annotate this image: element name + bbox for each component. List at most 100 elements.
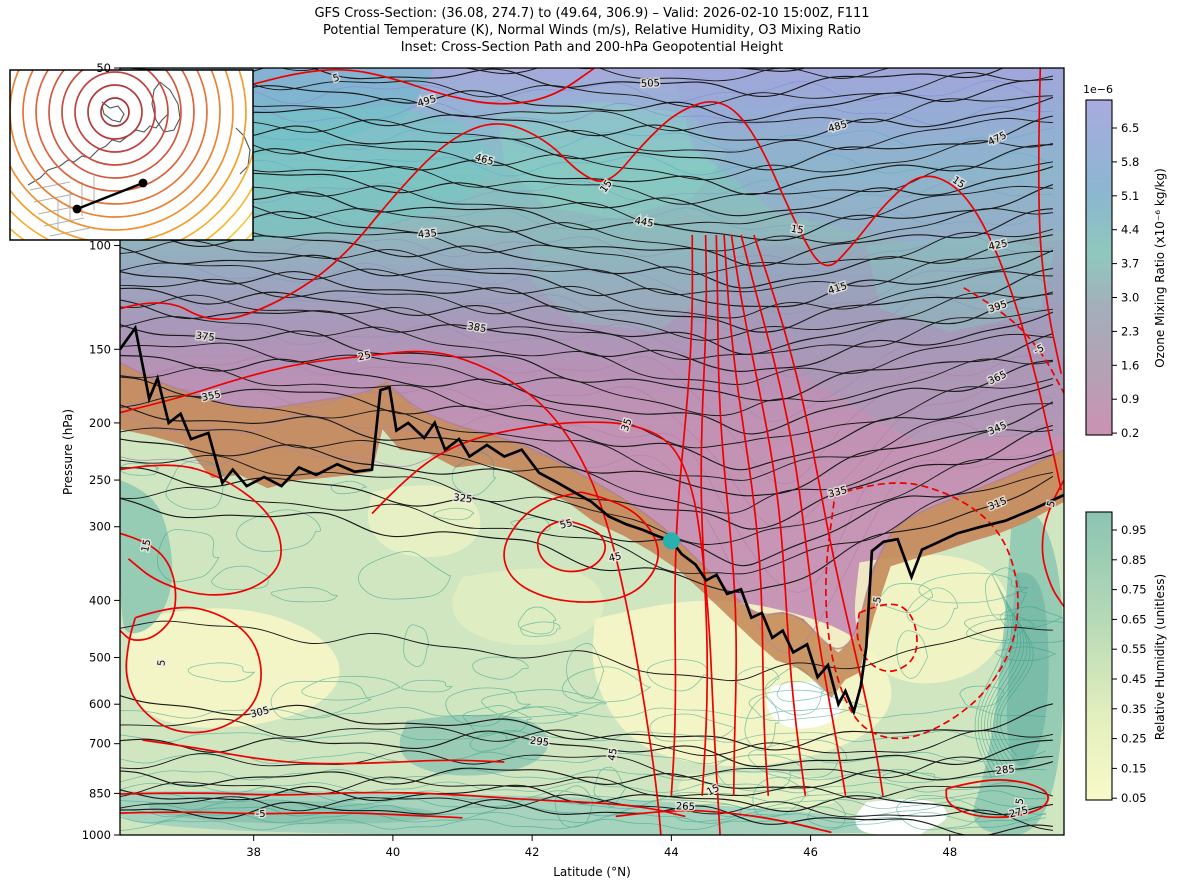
svg-text:385: 385 bbox=[466, 321, 487, 335]
svg-text:0.55: 0.55 bbox=[1121, 642, 1147, 656]
svg-text:5.8: 5.8 bbox=[1121, 155, 1139, 169]
svg-text:-5: -5 bbox=[871, 596, 884, 608]
inset-border bbox=[9, 69, 254, 241]
inset-height-contour bbox=[74, 71, 156, 153]
y-axis-label: Pressure (hPa) bbox=[61, 409, 75, 495]
inset-state-borders bbox=[43, 217, 85, 227]
title-line-2: Potential Temperature (K), Normal Winds … bbox=[323, 23, 861, 38]
inset-path-endpoint bbox=[138, 178, 148, 188]
inset-coastlines bbox=[27, 113, 169, 186]
inset-height-contour bbox=[61, 70, 169, 166]
inset-coastlines bbox=[235, 127, 251, 175]
svg-text:3.7: 3.7 bbox=[1121, 257, 1139, 271]
inset-cross-section-path bbox=[76, 181, 144, 211]
svg-text:44: 44 bbox=[664, 845, 679, 859]
inset-height-contour bbox=[100, 97, 130, 127]
cross-section-plot: 5054954854754654454354254153953853753653… bbox=[120, 68, 1064, 835]
wind-contours bbox=[120, 68, 1064, 835]
inset-height-contour bbox=[35, 70, 195, 192]
svg-text:700: 700 bbox=[89, 737, 111, 751]
svg-text:0.95: 0.95 bbox=[1121, 523, 1147, 537]
path-waypoint-marker bbox=[662, 532, 680, 550]
rh-colorbar bbox=[1085, 511, 1113, 801]
svg-text:300: 300 bbox=[89, 520, 111, 534]
svg-text:2.3: 2.3 bbox=[1121, 324, 1139, 338]
svg-text:1000: 1000 bbox=[82, 828, 111, 842]
svg-text:295: 295 bbox=[529, 736, 549, 749]
svg-text:850: 850 bbox=[89, 786, 111, 800]
inset-height-contour bbox=[10, 70, 221, 218]
svg-text:5: 5 bbox=[1014, 797, 1026, 805]
svg-text:46: 46 bbox=[803, 845, 818, 859]
rh-shading-patch bbox=[452, 568, 604, 646]
contour-labels: 5054954854754654454354254153953853753653… bbox=[139, 71, 1060, 822]
svg-text:250: 250 bbox=[89, 473, 111, 487]
axis-ticks: 38 40 42 44 46 48 50 100 150 200 250 300 400 500 600 70… bbox=[82, 61, 957, 859]
svg-text:6.5: 6.5 bbox=[1121, 121, 1139, 135]
inset-coastlines bbox=[101, 101, 125, 123]
inset-path-endpoint bbox=[72, 204, 82, 214]
svg-text:0.75: 0.75 bbox=[1121, 583, 1147, 597]
svg-text:45: 45 bbox=[608, 551, 623, 564]
svg-text:150: 150 bbox=[89, 342, 111, 356]
svg-text:0.2: 0.2 bbox=[1121, 426, 1139, 440]
inset-height-contour bbox=[10, 70, 247, 240]
svg-text:0.85: 0.85 bbox=[1121, 553, 1147, 567]
svg-text:55: 55 bbox=[559, 518, 574, 532]
svg-text:400: 400 bbox=[89, 593, 111, 607]
svg-text:200: 200 bbox=[89, 416, 111, 430]
svg-text:0.9: 0.9 bbox=[1121, 392, 1139, 406]
svg-text:3.0: 3.0 bbox=[1121, 291, 1139, 305]
inset-state-borders bbox=[29, 181, 71, 191]
svg-text:0.35: 0.35 bbox=[1121, 702, 1147, 716]
svg-text:435: 435 bbox=[417, 228, 437, 241]
svg-text:25: 25 bbox=[357, 350, 372, 363]
plot-frame bbox=[119, 67, 1065, 836]
svg-text:15: 15 bbox=[140, 538, 153, 553]
svg-text:0.25: 0.25 bbox=[1121, 732, 1147, 746]
svg-text:375: 375 bbox=[195, 331, 215, 344]
svg-text:45: 45 bbox=[607, 747, 620, 761]
inset-state-borders bbox=[49, 227, 91, 237]
ozone-shading-patch bbox=[741, 240, 1064, 442]
inset-height-contour bbox=[48, 70, 182, 179]
svg-text:48: 48 bbox=[943, 845, 958, 859]
inset-height-contour bbox=[10, 70, 234, 231]
inset-coastlines bbox=[151, 81, 181, 133]
svg-text:42: 42 bbox=[525, 845, 540, 859]
colorbars: 6.5 5.8 5.1 4.4 3.7 3.0 2.3 1.6 0.9 0.2 0.95 0.85 0.… bbox=[1085, 99, 1147, 805]
x-axis-label: Latitude (°N) bbox=[553, 865, 631, 879]
svg-text:-5: -5 bbox=[256, 809, 266, 820]
title-line-3: Inset: Cross-Section Path and 200-hPa Ge… bbox=[401, 40, 784, 55]
svg-text:505: 505 bbox=[641, 78, 660, 90]
rh-colorbar-label: Relative Humidity (unitless) bbox=[1153, 574, 1167, 740]
inset-map bbox=[9, 69, 254, 241]
ozone-colorbar-offset: 1e−6 bbox=[1083, 83, 1113, 96]
ozone-colorbar bbox=[1085, 99, 1113, 436]
ozone-colorbar-label: Ozone Mixing Ratio (x10⁻⁶ kg/kg) bbox=[1153, 168, 1167, 368]
rh-shading-patch bbox=[120, 480, 173, 634]
ozone-shading-patch bbox=[671, 68, 1064, 246]
svg-text:5: 5 bbox=[156, 659, 168, 666]
title-line-1: GFS Cross-Section: (36.08, 274.7) to (49… bbox=[314, 6, 869, 21]
overlap-band bbox=[120, 362, 1064, 698]
inset-height-contour bbox=[87, 84, 143, 140]
theta-contours bbox=[120, 68, 1054, 835]
svg-text:0.65: 0.65 bbox=[1121, 612, 1147, 626]
svg-text:50: 50 bbox=[96, 61, 111, 75]
svg-text:445: 445 bbox=[634, 216, 655, 230]
svg-text:5.1: 5.1 bbox=[1121, 189, 1139, 203]
svg-text:100: 100 bbox=[89, 238, 111, 252]
svg-text:265: 265 bbox=[676, 801, 695, 813]
svg-text:0.45: 0.45 bbox=[1121, 672, 1147, 686]
inset-height-contour bbox=[22, 70, 208, 205]
rh-contour-lines bbox=[120, 451, 1064, 831]
tropopause-line bbox=[120, 324, 1064, 717]
svg-text:38: 38 bbox=[246, 845, 261, 859]
svg-text:40: 40 bbox=[386, 845, 401, 859]
svg-text:325: 325 bbox=[453, 493, 473, 506]
svg-text:500: 500 bbox=[89, 651, 111, 665]
rh-shading-patch bbox=[854, 554, 1010, 684]
svg-text:1.6: 1.6 bbox=[1121, 358, 1139, 372]
